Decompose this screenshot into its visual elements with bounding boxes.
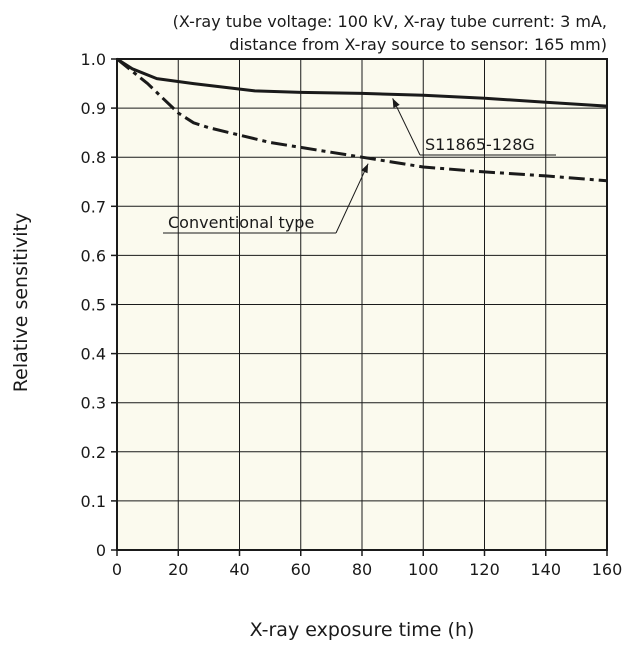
y-tick-label: 0.7 bbox=[81, 197, 106, 216]
condition-line-1: (X-ray tube voltage: 100 kV, X-ray tube … bbox=[173, 12, 607, 31]
data-series bbox=[116, 57, 608, 183]
y-tick-label: 0 bbox=[96, 541, 106, 560]
x-tick-label: 40 bbox=[229, 560, 249, 579]
y-tick-label: 0.6 bbox=[81, 246, 106, 265]
x-tick-label: 140 bbox=[530, 560, 561, 579]
annotation-s11865-128g-arrowhead bbox=[392, 98, 400, 108]
x-tick-label: 120 bbox=[469, 560, 500, 579]
y-tick-label: 0.3 bbox=[81, 394, 106, 413]
annotation-conventional-type-arrowhead bbox=[361, 163, 369, 174]
x-tick-label: 0 bbox=[112, 560, 122, 579]
y-tick-label: 0.5 bbox=[81, 296, 106, 315]
x-axis-title: X-ray exposure time (h) bbox=[250, 619, 475, 641]
x-tick-label: 60 bbox=[291, 560, 311, 579]
annotation-conventional-type-leader bbox=[335, 163, 369, 234]
condition-line-2: distance from X-ray source to sensor: 16… bbox=[229, 35, 607, 54]
y-tick-label: 0.4 bbox=[81, 345, 106, 364]
annotations: S11865-128G Conventional type bbox=[163, 98, 556, 234]
y-tick-label: 0.9 bbox=[81, 99, 106, 118]
annotation-s11865-128g-leader bbox=[392, 98, 421, 156]
series-line-conventional-type bbox=[116, 57, 608, 183]
x-tick-label: 100 bbox=[408, 560, 439, 579]
annotation-s11865-128g: S11865-128G bbox=[425, 135, 535, 154]
y-tick-label: 0.2 bbox=[81, 443, 106, 462]
y-axis-title: Relative sensitivity bbox=[10, 213, 32, 392]
y-tick-label: 0.8 bbox=[81, 148, 106, 167]
series-line-s11865-128g bbox=[116, 57, 608, 108]
y-tick-label: 0.1 bbox=[81, 492, 106, 511]
x-tick-label: 80 bbox=[352, 560, 372, 579]
x-tick-label: 160 bbox=[592, 560, 623, 579]
x-tick-label: 20 bbox=[168, 560, 188, 579]
y-tick-label: 1.0 bbox=[81, 50, 106, 69]
axis-ticks: 0 20 40 60 80 100 120 140 160 0 0.1 0.2 0.3 0.4 0.5 0.6… bbox=[81, 50, 623, 579]
annotation-conventional-type: Conventional type bbox=[168, 213, 314, 232]
